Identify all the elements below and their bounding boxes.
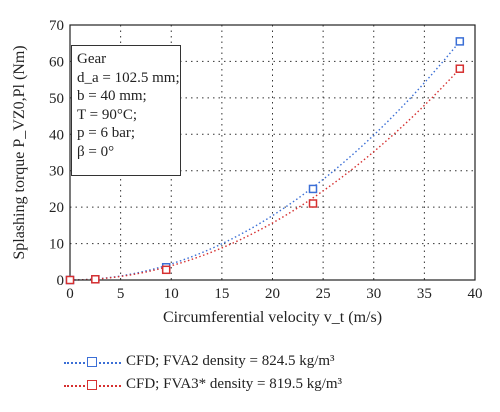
- tick-labels: 0 5 10 15 20 25 30 35 40 0 10 20 30 40 50 60 70: [49, 18, 483, 302]
- data-points: [65, 37, 465, 285]
- y-tick-label: 70: [49, 18, 64, 34]
- x-tick-label: 15: [214, 286, 229, 302]
- plot-area-frame: [69, 24, 476, 281]
- legend-entry: CFD; FVA3* density = 819.5 kg/m³: [64, 373, 342, 396]
- legend-label: CFD; FVA3* density = 819.5 kg/m³: [126, 376, 343, 392]
- data-point-series-2: [455, 64, 465, 73]
- legend-marker: [87, 356, 97, 367]
- data-point-series-1: [455, 37, 465, 46]
- annotation-line: Gear: [77, 51, 107, 67]
- x-tick-label: 25: [316, 286, 331, 302]
- legend-entry: CFD; FVA2 density = 824.5 kg/m³: [64, 350, 342, 373]
- y-tick-label: 60: [49, 54, 64, 70]
- x-tick-label: 35: [417, 286, 432, 302]
- legend-label: CFD; FVA2 density = 824.5 kg/m³: [126, 353, 335, 369]
- annotation-line: β = 0°: [77, 143, 115, 160]
- x-axis-label: Circumferential velocity v_t (m/s): [163, 309, 382, 326]
- y-tick-label: 10: [49, 237, 64, 253]
- x-tick-label: 10: [164, 286, 179, 302]
- data-point-series-2: [161, 265, 171, 275]
- data-point-series-1: [308, 184, 318, 194]
- y-tick-label: 40: [49, 127, 64, 143]
- x-tick-label: 30: [366, 286, 381, 302]
- data-point-series-2: [65, 275, 75, 285]
- y-tick-label: 50: [49, 91, 64, 107]
- legend-swatch: [64, 355, 121, 369]
- legend: CFD; FVA2 density = 824.5 kg/m³ CFD; FVA…: [64, 350, 342, 396]
- x-tick-label: 5: [117, 286, 125, 302]
- trend-curve-series-2: [69, 68, 461, 281]
- parameter-annotation-box: Gear d_a = 102.5 mm; b = 40 mm; T = 90°C…: [71, 45, 181, 176]
- annotation-line: b = 40 mm;: [77, 88, 147, 104]
- y-tick-label: 20: [49, 200, 64, 216]
- data-point-series-2: [308, 199, 318, 208]
- legend-swatch: [64, 378, 121, 392]
- data-point-series-2: [91, 275, 100, 284]
- y-axis-label: Splashing torque P_VZ0,Pl (Nm): [11, 45, 28, 259]
- x-tick-label: 20: [265, 286, 280, 302]
- trend-curve-series-1: [69, 40, 461, 281]
- annotation-line: d_a = 102.5 mm;: [77, 69, 180, 86]
- x-tick-label: 0: [66, 286, 74, 302]
- y-tick-label: 0: [57, 273, 65, 289]
- annotation-line: p = 6 bar;: [77, 125, 136, 141]
- annotation-line: T = 90°C;: [77, 106, 138, 123]
- legend-marker: [87, 379, 97, 390]
- y-tick-label: 30: [49, 164, 64, 180]
- x-tick-label: 40: [468, 286, 483, 302]
- trend-curves: [69, 40, 461, 281]
